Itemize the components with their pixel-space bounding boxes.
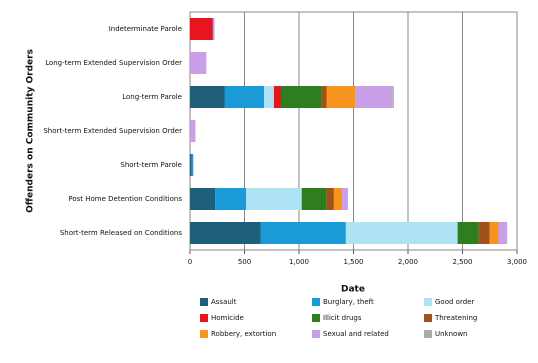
bar-segment xyxy=(190,222,261,244)
legend-swatch xyxy=(424,330,432,338)
y-axis-title: Offenders on Community Orders xyxy=(26,49,36,213)
bar-segment xyxy=(355,86,393,108)
bar-segment xyxy=(301,188,327,210)
legend-label: Burglary, theft xyxy=(323,298,374,306)
y-tick-label: Indeterminate Parole xyxy=(109,25,182,33)
bar-segment xyxy=(326,86,356,108)
y-tick-label: Long-term Parole xyxy=(122,93,182,101)
bar-segment xyxy=(478,222,490,244)
y-tick-label: Short-term Parole xyxy=(120,161,182,169)
bar-segment xyxy=(215,188,247,210)
x-tick-label: 2,500 xyxy=(452,258,472,266)
legend-label: Threatening xyxy=(434,314,477,322)
bar-segment xyxy=(489,222,499,244)
bar-segment xyxy=(321,86,327,108)
x-tick-label: 3,000 xyxy=(507,258,527,266)
legend-label: Homicide xyxy=(211,314,244,322)
y-tick-label: Short-term Extended Supervision Order xyxy=(43,127,182,135)
bar-segment xyxy=(333,188,343,210)
legend-swatch xyxy=(312,314,320,322)
x-tick-label: 1,500 xyxy=(343,258,363,266)
x-tick-label: 2,000 xyxy=(398,258,418,266)
legend-swatch xyxy=(200,314,208,322)
bar-segment xyxy=(260,222,346,244)
bar-segment xyxy=(212,18,215,40)
y-tick-label: Long-term Extended Supervision Order xyxy=(45,59,182,67)
bar-segment xyxy=(246,188,302,210)
bar-segment xyxy=(281,86,322,108)
bar-segment xyxy=(190,86,225,108)
y-tick-label: Post Home Detention Conditions xyxy=(68,195,182,203)
bar-segment xyxy=(191,154,194,176)
bar-segment xyxy=(224,86,265,108)
legend-swatch xyxy=(200,298,208,306)
legend-swatch xyxy=(200,330,208,338)
legend-swatch xyxy=(424,314,432,322)
bar-segment xyxy=(273,86,282,108)
legend-label: Unknown xyxy=(435,330,468,338)
bar-segment xyxy=(190,120,196,142)
legend-label: Sexual and related xyxy=(323,330,389,338)
legend-label: Good order xyxy=(435,298,474,306)
bar-segment xyxy=(190,52,207,74)
bar-segment xyxy=(457,222,479,244)
bar-segment xyxy=(345,222,458,244)
x-tick-label: 500 xyxy=(238,258,251,266)
bar-segment xyxy=(190,188,216,210)
legend-swatch xyxy=(312,298,320,306)
bar-segment xyxy=(264,86,274,108)
legend-swatch xyxy=(312,330,320,338)
bar-segment xyxy=(342,188,349,210)
bar-segment xyxy=(392,86,394,108)
bar-segment xyxy=(190,18,213,40)
legend-label: Robbery, extortion xyxy=(211,330,276,338)
bar-segment xyxy=(326,188,334,210)
x-tick-label: 1,000 xyxy=(289,258,309,266)
legend-swatch xyxy=(424,298,432,306)
x-tick-label: 0 xyxy=(188,258,192,266)
bar-segment xyxy=(498,222,508,244)
x-axis-title: Date xyxy=(341,285,365,295)
legend-label: Illicit drugs xyxy=(323,314,362,322)
legend-label: Assault xyxy=(211,298,237,306)
bar-segment xyxy=(190,154,192,176)
y-tick-label: Short-term Released on Conditions xyxy=(60,229,183,237)
